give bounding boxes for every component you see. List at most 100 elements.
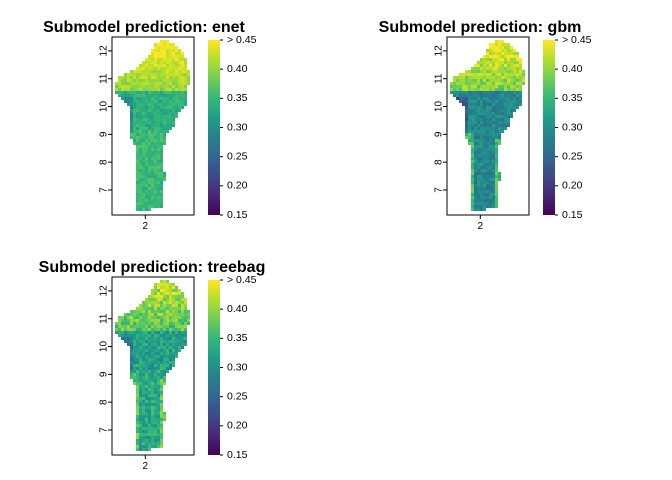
raster-cell	[453, 82, 456, 85]
raster-cell	[504, 43, 507, 46]
raster-cell	[139, 412, 142, 415]
raster-cell	[133, 118, 136, 121]
raster-cell	[154, 46, 157, 49]
raster-cell	[163, 286, 166, 289]
raster-cell	[501, 130, 504, 133]
raster-cell	[507, 88, 510, 91]
raster-cell	[172, 310, 175, 313]
raster-cell	[136, 307, 139, 310]
raster-cell	[148, 442, 151, 445]
raster-cell	[133, 349, 136, 352]
raster-cell	[151, 157, 154, 160]
raster-cell	[124, 319, 127, 322]
raster-cell	[462, 76, 465, 79]
raster-cell	[172, 73, 175, 76]
raster-cell	[157, 187, 160, 190]
raster-cell	[121, 316, 124, 319]
raster-cell	[471, 145, 474, 148]
raster-cell	[471, 112, 474, 115]
raster-cell	[160, 394, 163, 397]
raster-cell	[172, 76, 175, 79]
raster-cell	[471, 121, 474, 124]
raster-cell	[145, 163, 148, 166]
raster-cell	[492, 67, 495, 70]
raster-cell	[154, 100, 157, 103]
raster-cell	[160, 106, 163, 109]
raster-cell	[160, 112, 163, 115]
raster-cell	[474, 205, 477, 208]
raster-cell	[172, 289, 175, 292]
raster-cell	[498, 46, 501, 49]
raster-cell	[178, 61, 181, 64]
raster-cell	[468, 94, 471, 97]
raster-cell	[495, 172, 498, 175]
raster-cell	[130, 70, 133, 73]
raster-cell	[495, 154, 498, 157]
raster-cell	[178, 106, 181, 109]
raster-cell	[489, 46, 492, 49]
raster-cell	[163, 133, 166, 136]
raster-cell	[148, 421, 151, 424]
raster-cell	[160, 391, 163, 394]
raster-cell	[489, 124, 492, 127]
raster-cell	[160, 304, 163, 307]
raster-cell	[465, 70, 468, 73]
raster-cell	[160, 151, 163, 154]
raster-cell	[160, 82, 163, 85]
raster-cell	[142, 163, 145, 166]
raster-cell	[184, 64, 187, 67]
raster-cell	[154, 43, 157, 46]
raster-cell	[118, 94, 121, 97]
raster-cell	[495, 184, 498, 187]
raster-cell	[142, 64, 145, 67]
y-tick-label: 10	[99, 101, 110, 113]
raster-cell	[492, 58, 495, 61]
raster-cell	[124, 340, 127, 343]
raster-cell	[163, 325, 166, 328]
raster-cell	[160, 199, 163, 202]
raster-cell	[139, 127, 142, 130]
raster-cell	[495, 127, 498, 130]
raster-cell	[184, 103, 187, 106]
raster-cell	[154, 85, 157, 88]
raster-cell	[480, 178, 483, 181]
raster-cell	[510, 61, 513, 64]
raster-cell	[157, 136, 160, 139]
raster-cell	[495, 73, 498, 76]
raster-cell	[166, 343, 169, 346]
raster-cell	[154, 355, 157, 358]
raster-cell	[136, 445, 139, 448]
raster-cell	[148, 361, 151, 364]
raster-cell	[142, 388, 145, 391]
raster-cell	[172, 313, 175, 316]
y-tick-label: 10	[99, 341, 110, 353]
raster-cell	[136, 100, 139, 103]
raster-cell	[453, 79, 456, 82]
raster-cell	[480, 145, 483, 148]
raster-cell	[160, 91, 163, 94]
raster-cell	[483, 64, 486, 67]
raster-cell	[148, 337, 151, 340]
raster-cell	[178, 70, 181, 73]
raster-cell	[136, 316, 139, 319]
raster-cell	[471, 190, 474, 193]
raster-cell	[142, 439, 145, 442]
raster-cell	[142, 418, 145, 421]
raster-cell	[160, 193, 163, 196]
raster-cell	[184, 343, 187, 346]
raster-cell	[145, 97, 148, 100]
raster-cell	[154, 181, 157, 184]
raster-cell	[474, 106, 477, 109]
raster-cell	[133, 73, 136, 76]
raster-cell	[142, 394, 145, 397]
raster-cell	[504, 49, 507, 52]
raster-cell	[492, 73, 495, 76]
raster-cell	[145, 418, 148, 421]
raster-cell	[151, 55, 154, 58]
raster-cell	[492, 142, 495, 145]
raster-cell	[163, 331, 166, 334]
raster-cell	[151, 97, 154, 100]
raster-cell	[504, 115, 507, 118]
raster-cell	[145, 406, 148, 409]
color-legend: > 0.450.400.350.300.250.200.15	[208, 274, 257, 461]
